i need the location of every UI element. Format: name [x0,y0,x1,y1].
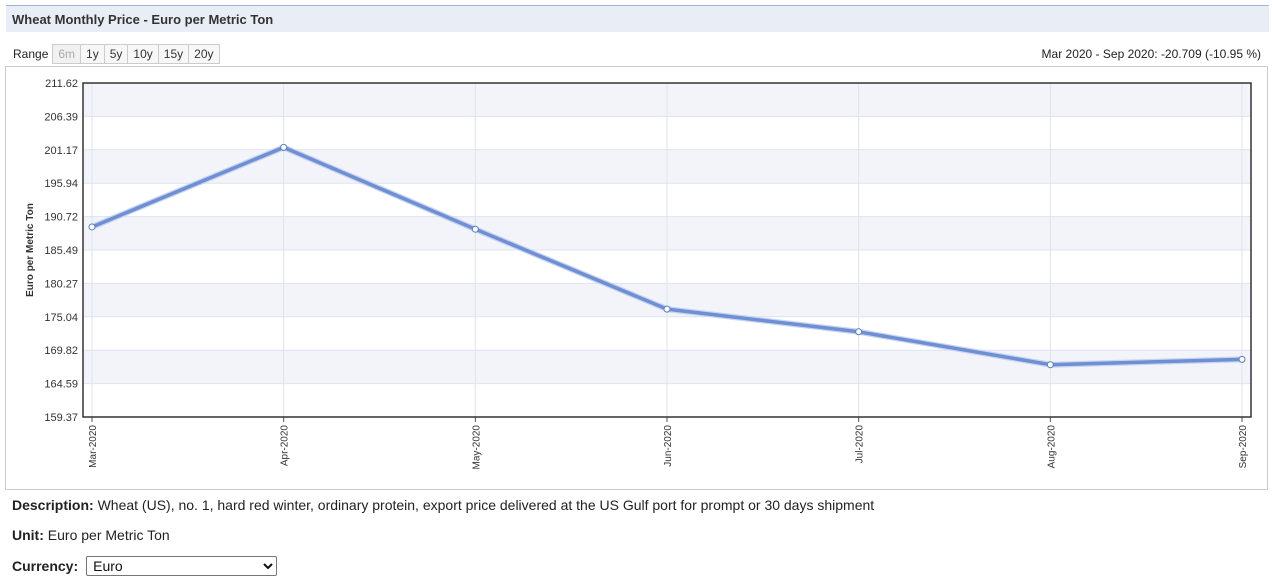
page-title: Wheat Monthly Price - Euro per Metric To… [12,12,274,27]
x-tick-label: Sep-2020 [1238,425,1249,469]
data-point [855,328,863,336]
data-point [663,305,671,313]
y-tick-label: 190.72 [44,212,78,224]
change-summary: Mar 2020 - Sep 2020: -20.709 (-10.95 %) [1041,47,1261,61]
range-15y-button[interactable]: 15y [158,44,190,64]
x-tick-label: May-2020 [471,425,482,470]
plot-border [82,82,1252,418]
y-tick-label: 185.49 [44,245,78,257]
x-tick-label: Apr-2020 [280,425,291,467]
x-tick-label: Jun-2020 [663,425,674,467]
y-tick-label: 169.82 [44,345,78,357]
data-point [1238,355,1246,363]
data-point [471,225,479,233]
y-tick-label: 206.39 [44,111,78,123]
currency-row: Currency: Euro [12,556,278,576]
y-tick-label: 175.04 [44,312,78,324]
y-tick-label: 211.62 [45,78,78,90]
x-tick-label: Mar-2020 [88,425,99,468]
chart-header: Wheat Monthly Price - Euro per Metric To… [6,5,1269,32]
range-label: Range [13,47,49,61]
currency-label: Currency: [12,558,79,574]
description-row: Description: Wheat (US), no. 1, hard red… [12,497,874,513]
range-5y-button[interactable]: 5y [104,44,129,64]
x-tick-label: Aug-2020 [1046,425,1057,469]
data-point [88,223,96,231]
range-6m-button[interactable]: 6m [52,44,82,64]
data-point [1046,361,1054,369]
description-text: Wheat (US), no. 1, hard red winter, ordi… [97,497,875,513]
range-1y-button[interactable]: 1y [81,44,105,64]
currency-select[interactable]: Euro [86,556,278,576]
y-axis-title: Euro per Metric Ton [25,203,36,297]
range-20y-button[interactable]: 20y [189,44,220,64]
description-label: Description: [12,497,94,513]
price-line-chart: 159.37 164.59 169.82 175.04 180.27 185.49 190.… [25,78,1252,470]
range-selector: Range 6m 1y 5y 10y 15y 20y [13,43,220,65]
data-point [280,143,288,151]
chart-container: 159.37 164.59 169.82 175.04 180.27 185.49 190.… [5,66,1268,490]
y-tick-label: 180.27 [44,278,78,290]
y-tick-label: 164.59 [44,379,78,391]
unit-label: Unit: [12,527,44,543]
unit-row: Unit: Euro per Metric Ton [12,527,170,543]
range-10y-button[interactable]: 10y [128,44,159,64]
y-tick-label: 195.94 [44,178,78,190]
y-tick-label: 159.37 [44,412,78,424]
unit-text: Euro per Metric Ton [47,527,170,543]
x-tick-label: Jul-2020 [855,425,866,464]
y-tick-label: 201.17 [44,145,78,157]
